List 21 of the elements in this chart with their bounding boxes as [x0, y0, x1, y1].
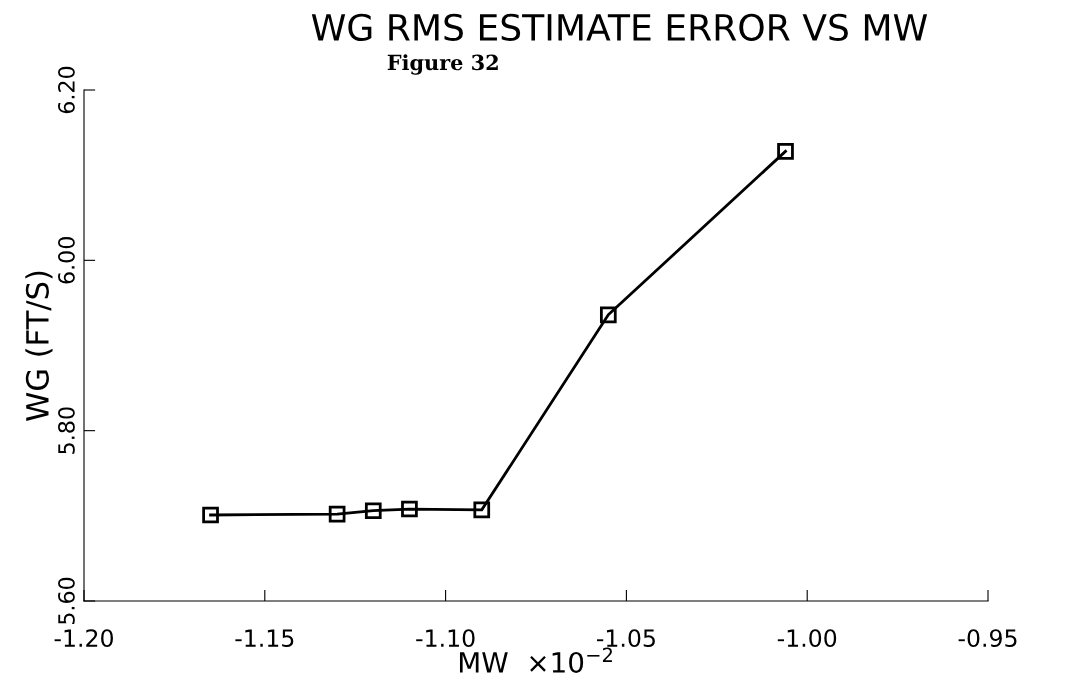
y-tick-label: 5.80 — [58, 407, 75, 454]
y-tick-label: 6.00 — [58, 237, 75, 284]
chart-title: WG RMS ESTIMATE ERROR VS MW — [311, 13, 928, 41]
x-tick-label: -1.05 — [597, 629, 655, 648]
point — [328, 505, 346, 523]
caption: Figure 32 — [387, 54, 498, 75]
y-axis-title: WG (FT/S) — [25, 271, 53, 421]
x-axis-title: MW ×10$^{−2}$ — [459, 647, 612, 673]
x-tick-label: -1.10 — [416, 629, 475, 648]
x-tick-label: -1.00 — [777, 629, 837, 648]
point — [202, 506, 219, 524]
x-tick-label: -1.20 — [54, 629, 113, 648]
y-tick-label: 5.60 — [58, 577, 75, 625]
point — [473, 501, 491, 519]
x-tick-label: -1.15 — [235, 629, 294, 648]
point — [599, 306, 617, 324]
point — [401, 500, 418, 518]
point — [777, 142, 794, 160]
point — [364, 502, 382, 520]
y-tick-label: 6.20 — [58, 66, 75, 114]
x-tick-label: -0.95 — [958, 629, 1017, 648]
